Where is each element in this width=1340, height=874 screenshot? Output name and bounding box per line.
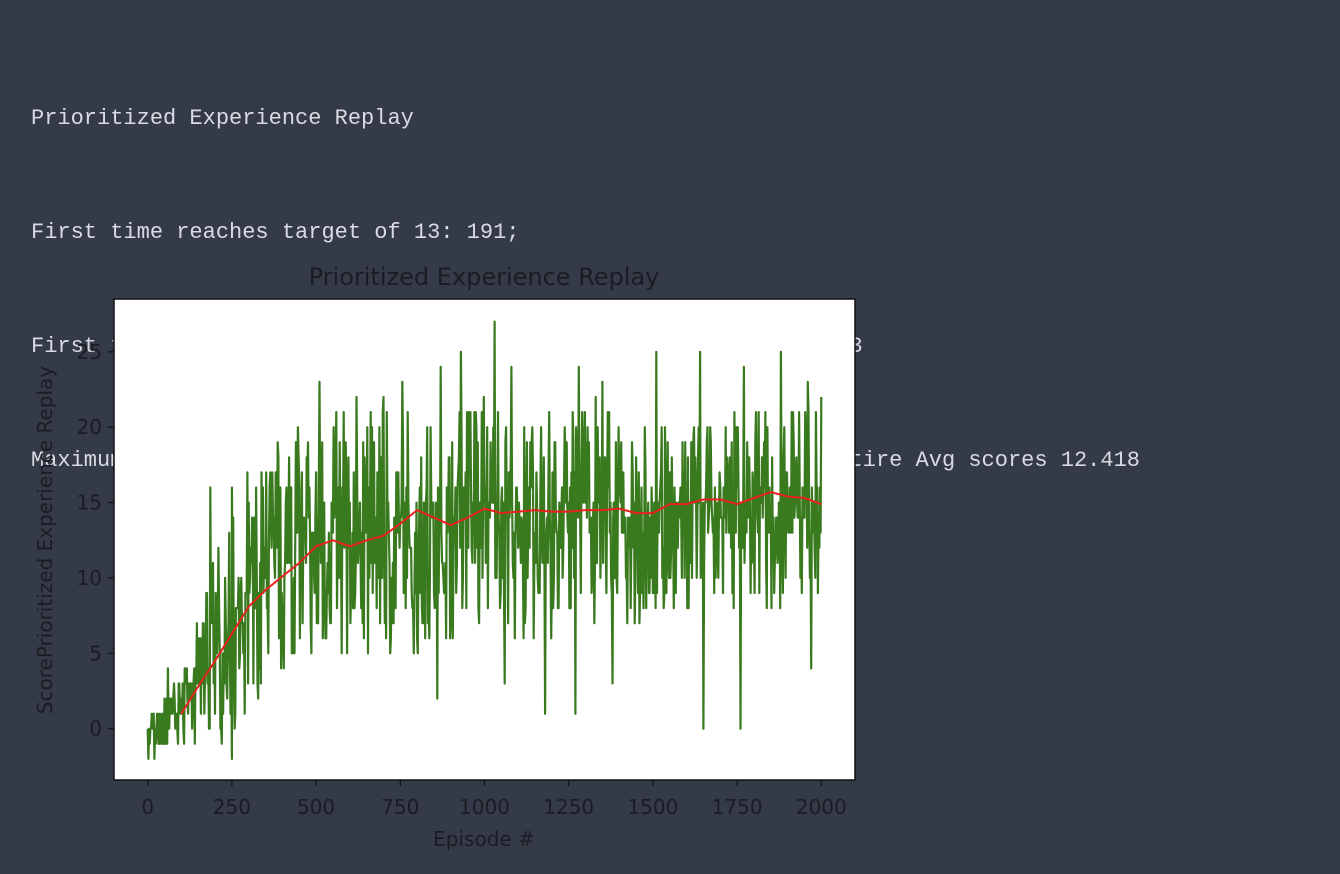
x-tick-label: 1000 xyxy=(459,795,510,819)
x-tick-label: 0 xyxy=(141,795,154,819)
score-line xyxy=(146,320,823,760)
y-tick-label: 20 xyxy=(77,415,102,439)
chart-title: Prioritized Experience Replay xyxy=(309,263,660,291)
y-axis: 0 5 10 15 20 25 xyxy=(77,340,114,741)
y-tick-label: 0 xyxy=(89,717,102,741)
score-series xyxy=(146,320,823,760)
output-line-title: Prioritized Experience Replay xyxy=(31,106,414,131)
y-tick-label: 5 xyxy=(89,641,102,665)
average-line xyxy=(180,490,822,715)
x-tick-label: 1250 xyxy=(543,795,594,819)
y-axis-label: ScorePrioritized Experience Replay xyxy=(33,366,57,714)
x-tick-label: 1500 xyxy=(627,795,678,819)
x-tick-label: 2000 xyxy=(796,795,847,819)
x-tick-label: 250 xyxy=(213,795,251,819)
y-tick-label: 10 xyxy=(77,566,102,590)
x-tick-label: 750 xyxy=(381,795,419,819)
x-axis: 0 250 500 750 1000 1250 1500 1750 2000 xyxy=(141,780,847,819)
x-tick-label: 1750 xyxy=(712,795,763,819)
x-tick-label: 500 xyxy=(297,795,335,819)
y-tick-label: 15 xyxy=(77,491,102,515)
x-axis-label: Episode # xyxy=(433,827,535,851)
average-series xyxy=(180,490,822,715)
y-tick-label: 25 xyxy=(77,340,102,364)
output-line-first-target: First time reaches target of 13: 191; xyxy=(31,220,520,245)
